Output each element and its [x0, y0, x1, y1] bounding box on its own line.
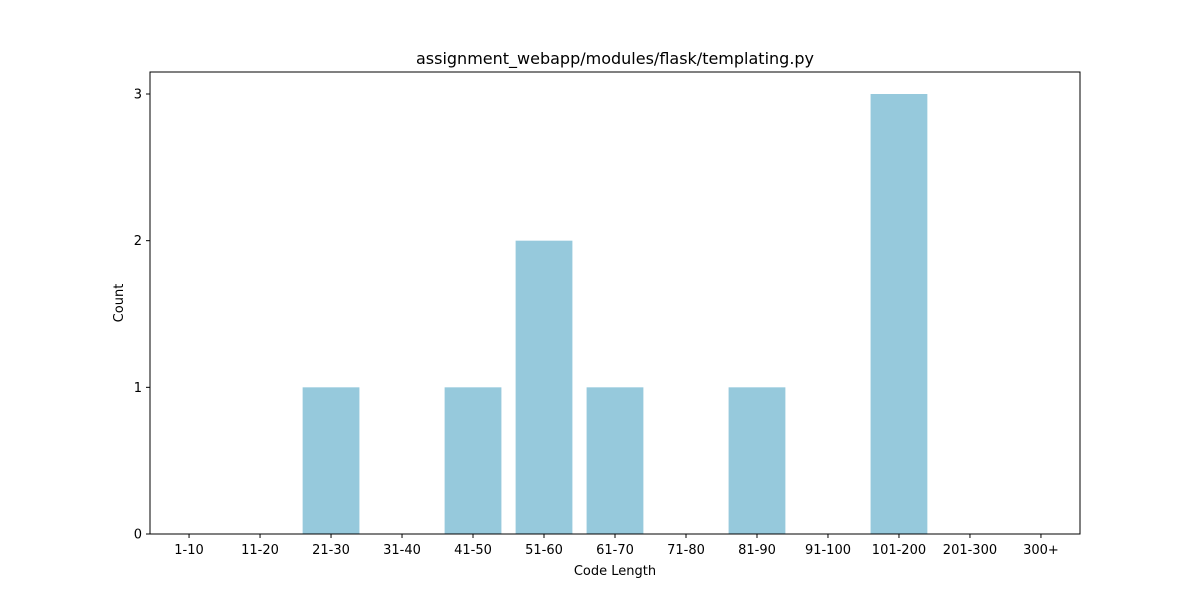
x-tick-label: 71-80 [667, 543, 705, 558]
y-tick-label: 3 [134, 88, 142, 103]
bar-101-200 [871, 94, 928, 534]
x-tick-label: 300+ [1023, 543, 1059, 558]
x-tick-label: 11-20 [241, 543, 279, 558]
x-axis-label: Code Length [574, 564, 656, 579]
bar-61-70 [587, 387, 644, 534]
x-tick-label: 51-60 [525, 543, 563, 558]
x-tick-label: 201-300 [943, 543, 997, 558]
chart-title: assignment_webapp/modules/flask/templati… [416, 49, 814, 69]
x-axis-ticks: 1-10 11-20 21-30 31-40 41-50 51-60 61-70 71-80 8… [174, 534, 1059, 558]
x-tick-label: 101-200 [872, 543, 926, 558]
x-tick-label: 41-50 [454, 543, 492, 558]
bar-51-60 [516, 241, 573, 534]
x-tick-label: 91-100 [805, 543, 851, 558]
y-tick-label: 1 [134, 381, 142, 396]
bars-layer [303, 94, 928, 534]
y-tick-label: 2 [134, 234, 142, 249]
x-tick-label: 31-40 [383, 543, 421, 558]
x-tick-label: 1-10 [174, 543, 204, 558]
y-axis-ticks: 0 1 2 3 [134, 88, 150, 543]
bar-21-30 [303, 387, 360, 534]
x-tick-label: 21-30 [312, 543, 350, 558]
x-tick-label: 81-90 [738, 543, 776, 558]
y-tick-label: 0 [134, 528, 142, 543]
bar-81-90 [729, 387, 786, 534]
bar-41-50 [445, 387, 502, 534]
y-axis-label: Count [112, 284, 127, 323]
x-tick-label: 61-70 [596, 543, 634, 558]
